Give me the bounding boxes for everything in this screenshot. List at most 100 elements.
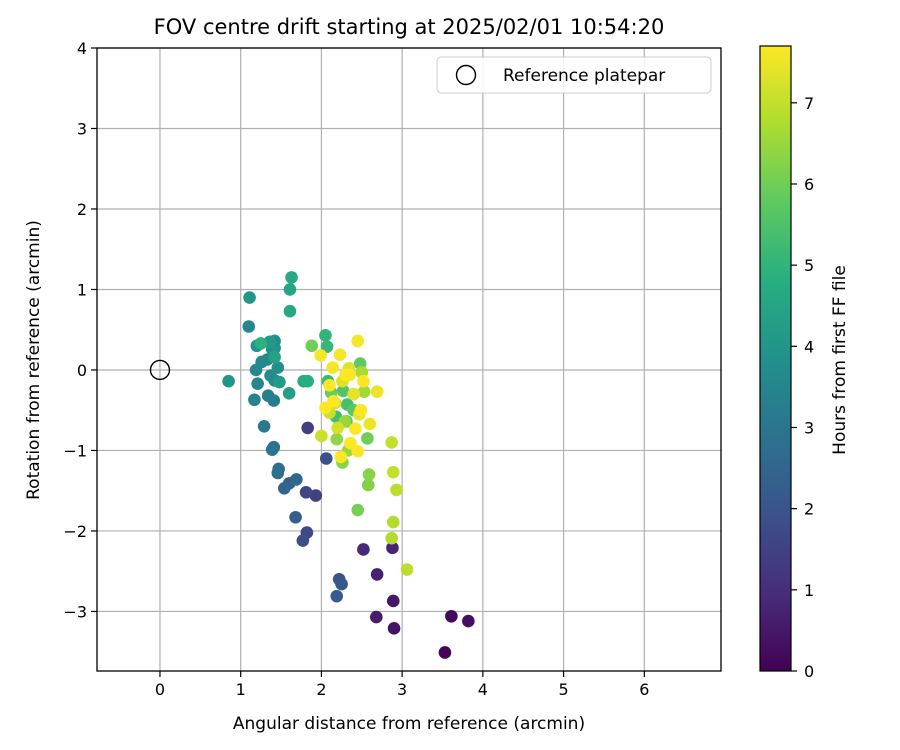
- legend: Reference platepar: [436, 56, 712, 94]
- data-point: [387, 622, 401, 635]
- data-point: [351, 334, 365, 348]
- y-tick-label: 3: [77, 119, 87, 138]
- x-tick-label: 2: [316, 680, 326, 699]
- legend-open-circle-marker: [455, 64, 477, 86]
- data-point: [344, 436, 357, 450]
- data-point: [305, 339, 319, 353]
- x-axis-label: Angular distance from reference (arcmin): [233, 714, 585, 734]
- data-point: [385, 531, 398, 545]
- data-point: [271, 466, 285, 480]
- data-point: [319, 329, 332, 342]
- data-point: [283, 283, 297, 296]
- x-tick-label: 4: [478, 680, 488, 699]
- data-point: [323, 378, 336, 392]
- data-point: [362, 468, 376, 481]
- data-point: [268, 350, 281, 364]
- colorbar-label: Hours from first FF file: [830, 265, 850, 455]
- data-point: [289, 510, 302, 524]
- data-point: [251, 377, 264, 390]
- colorbar-tick-label: 7: [804, 94, 814, 113]
- colorbar-tick-label: 1: [804, 581, 814, 600]
- data-point: [390, 483, 403, 497]
- data-point: [400, 563, 414, 576]
- data-point: [386, 465, 400, 479]
- data-point: [320, 340, 334, 353]
- data-point: [438, 646, 452, 659]
- data-point: [290, 473, 303, 486]
- data-point: [301, 421, 314, 435]
- data-point: [326, 361, 340, 374]
- data-point: [265, 443, 279, 456]
- x-tick-label: 1: [236, 680, 246, 699]
- y-tick-label: −1: [63, 441, 87, 460]
- colorbar-tick-label: 2: [804, 500, 814, 519]
- data-point: [282, 387, 296, 400]
- data-point: [277, 481, 291, 495]
- data-point: [333, 348, 347, 361]
- data-point: [296, 534, 310, 547]
- data-point: [335, 577, 348, 591]
- data-point: [314, 349, 327, 362]
- data-point: [257, 420, 271, 433]
- x-tick-label: 0: [155, 680, 165, 699]
- colorbar-tick-label: 0: [804, 662, 814, 681]
- legend-box: [436, 56, 712, 94]
- data-point: [261, 389, 275, 403]
- data-point: [445, 609, 458, 623]
- data-point: [347, 387, 361, 401]
- grid: [97, 47, 721, 671]
- data-point: [254, 337, 268, 350]
- data-point: [357, 385, 371, 398]
- data-point: [357, 374, 370, 388]
- data-point: [315, 429, 328, 443]
- x-axis-ticks: 0 1 2 3 4 5 6: [155, 671, 649, 699]
- data-point: [330, 432, 344, 446]
- y-tick-label: 2: [77, 200, 87, 219]
- y-tick-label: −3: [63, 602, 87, 621]
- data-point: [363, 417, 377, 431]
- data-point: [386, 515, 400, 529]
- data-point: [370, 385, 384, 398]
- legend-label: Reference platepar: [503, 66, 665, 86]
- data-point: [351, 444, 365, 458]
- data-point: [370, 568, 384, 581]
- data-point: [336, 384, 350, 398]
- data-point: [285, 271, 298, 284]
- y-tick-label: 1: [77, 280, 87, 299]
- colorbar-ticks: 0 1 2 3 4 5 6 7: [791, 94, 814, 681]
- x-tick-label: 3: [397, 680, 407, 699]
- reference-platepar-marker: [149, 359, 171, 381]
- data-point: [242, 320, 256, 333]
- colorbar-tick-label: 4: [804, 337, 814, 356]
- y-tick-label: 4: [77, 39, 87, 58]
- colorbar-tick-label: 6: [804, 175, 814, 194]
- data-point: [330, 589, 344, 603]
- chart-title: FOV centre drift starting at 2025/02/01 …: [154, 15, 665, 39]
- x-tick-label: 5: [558, 680, 568, 699]
- data-point: [299, 486, 313, 499]
- data-point: [243, 291, 256, 304]
- y-axis-label: Rotation from reference (arcmin): [24, 220, 44, 500]
- data-point: [462, 614, 475, 628]
- data-point: [331, 421, 344, 435]
- data-point: [343, 368, 356, 382]
- data-points: [222, 271, 475, 659]
- colorbar-gradient: [759, 45, 792, 672]
- data-point: [319, 452, 333, 465]
- data-point: [327, 395, 340, 408]
- reference-marker: [149, 359, 171, 381]
- data-point: [357, 543, 370, 556]
- data-point: [309, 489, 323, 502]
- data-point: [354, 403, 368, 417]
- data-point: [271, 361, 285, 374]
- data-point: [386, 541, 399, 555]
- colorbar-tick-label: 5: [804, 256, 814, 275]
- colorbar-tick-label: 3: [804, 418, 814, 437]
- data-point: [222, 374, 235, 388]
- data-point: [248, 393, 261, 407]
- data-point: [385, 436, 398, 449]
- data-point: [283, 304, 297, 318]
- data-point: [361, 478, 375, 492]
- data-point: [334, 450, 348, 464]
